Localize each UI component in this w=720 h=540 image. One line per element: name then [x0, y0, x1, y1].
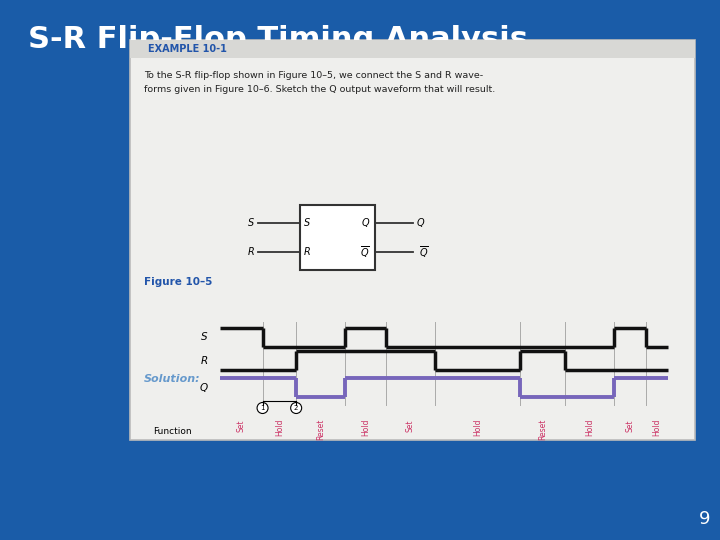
Text: Q: Q	[361, 218, 369, 227]
Text: $\overline{Q}$: $\overline{Q}$	[419, 245, 428, 260]
Text: R: R	[304, 247, 310, 258]
Text: forms given in Figure 10–6. Sketch the Q output waveform that will result.: forms given in Figure 10–6. Sketch the Q…	[144, 85, 495, 94]
Text: S: S	[202, 333, 208, 342]
Text: EXAMPLE 10-1: EXAMPLE 10-1	[148, 44, 227, 54]
Text: Function: Function	[153, 427, 192, 435]
Text: Set: Set	[237, 419, 246, 431]
Text: S-R Flip-Flop Timing Analysis: S-R Flip-Flop Timing Analysis	[28, 25, 528, 55]
Text: Set: Set	[406, 419, 415, 431]
Text: Hold: Hold	[585, 419, 594, 436]
Text: Solution:: Solution:	[144, 375, 201, 384]
Bar	[130, 40, 695, 58]
Text: Hold: Hold	[361, 419, 370, 436]
Text: Figure 10–5: Figure 10–5	[144, 277, 212, 287]
Circle shape	[257, 402, 268, 414]
Text: To the S-R flip-flop shown in Figure 10–5, we connect the S and R wave-: To the S-R flip-flop shown in Figure 10–…	[144, 71, 483, 79]
Text: S: S	[304, 218, 310, 227]
Text: Reset: Reset	[538, 419, 547, 441]
Text: Hold: Hold	[275, 419, 284, 436]
Text: R: R	[247, 247, 254, 258]
Text: Set: Set	[626, 419, 634, 431]
Text: Reset: Reset	[316, 419, 325, 441]
Text: Hold: Hold	[652, 419, 661, 436]
Text: Q: Q	[200, 382, 208, 393]
Text: 9: 9	[698, 510, 710, 528]
Circle shape	[291, 402, 302, 414]
Text: S: S	[248, 218, 254, 227]
Text: R: R	[201, 355, 208, 366]
Text: Q: Q	[417, 218, 425, 227]
Text: 1: 1	[261, 405, 265, 411]
Bar	[130, 40, 695, 440]
Bar	[300, 205, 375, 270]
Text: 2: 2	[294, 405, 298, 411]
Text: $\overline{Q}$: $\overline{Q}$	[360, 245, 370, 260]
Text: Hold: Hold	[473, 419, 482, 436]
